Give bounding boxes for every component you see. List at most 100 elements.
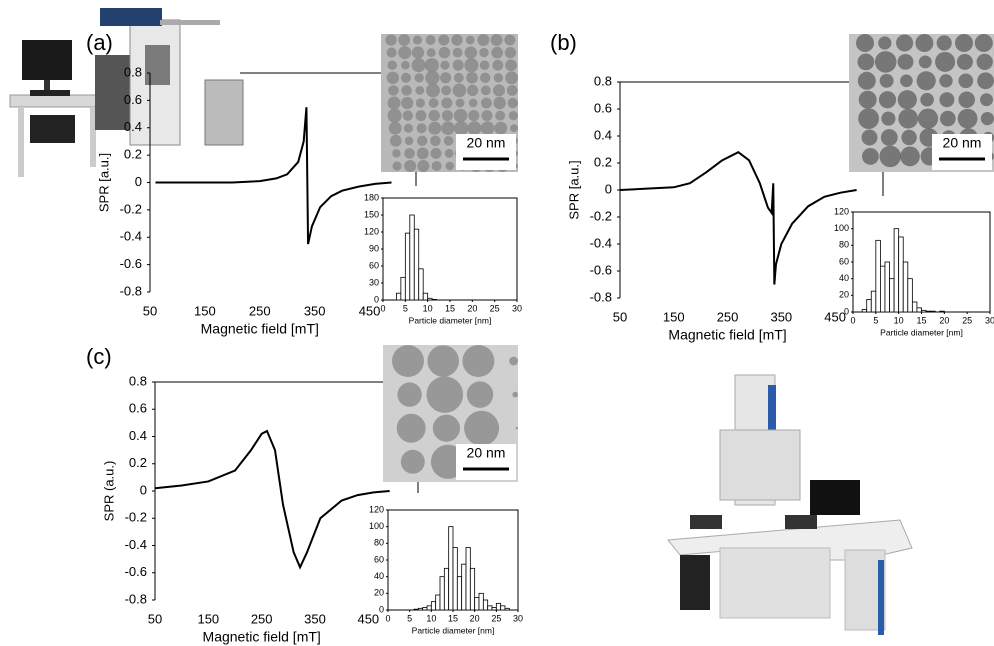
particle (939, 74, 953, 88)
y-tick-label: -0.4 (120, 229, 142, 244)
scale-bar-label: 20 nm (467, 135, 506, 151)
x-tick-label: 250 (249, 303, 271, 318)
x-axis-label: Particle diameter [nm] (409, 315, 492, 325)
bar (925, 310, 932, 313)
particle (880, 129, 898, 146)
scale-bar-box (456, 134, 516, 170)
particle (479, 47, 489, 58)
x-tick-label: 25 (490, 303, 500, 313)
x-tick-label: 10 (426, 613, 436, 623)
bar (907, 278, 913, 313)
particle (477, 34, 490, 46)
particle (493, 73, 504, 83)
particle (404, 160, 417, 172)
particle (858, 108, 879, 129)
y-tick-label: 20 (839, 290, 849, 300)
particle (492, 84, 506, 97)
particle (388, 121, 402, 135)
bar (469, 567, 476, 611)
x-axis-label: Magnetic field [mT] (201, 321, 319, 337)
particle (920, 92, 934, 107)
y-tick-label: -0.6 (125, 564, 147, 579)
y-tick-label: 100 (834, 223, 849, 233)
spr-curve (155, 107, 392, 245)
particle (897, 90, 917, 110)
x-tick-label: 50 (143, 303, 157, 318)
particle (861, 129, 878, 146)
bar (491, 607, 497, 611)
particle (404, 136, 414, 146)
particle (897, 53, 914, 70)
particle (957, 108, 978, 129)
x-tick-label: 150 (197, 611, 219, 626)
bar (930, 310, 936, 313)
particle (425, 35, 436, 45)
particle (874, 51, 897, 73)
y-tick-label: 0.4 (594, 127, 612, 142)
particle (936, 35, 952, 51)
bar (430, 601, 437, 611)
bar (400, 276, 406, 301)
y-tick-label: 150 (364, 209, 379, 219)
bar (474, 597, 480, 611)
y-tick-label: -0.6 (590, 262, 612, 277)
particle (443, 135, 454, 146)
bar (884, 261, 890, 313)
bar (893, 228, 900, 313)
bar (417, 607, 424, 611)
y-tick-label: 120 (834, 206, 849, 216)
particle (974, 34, 993, 52)
spr-curve (154, 429, 390, 570)
particle (412, 35, 422, 45)
particle (415, 110, 427, 122)
particle (441, 121, 455, 135)
particle (398, 46, 412, 60)
particle (465, 35, 475, 45)
particle (512, 391, 518, 398)
x-tick-label: 5 (407, 613, 412, 623)
y-tick-label: 30 (369, 277, 379, 287)
bar (916, 307, 922, 313)
particle (857, 71, 876, 90)
particle (479, 60, 490, 70)
scale-bar-box (932, 134, 992, 170)
particle (509, 356, 518, 366)
particle (976, 53, 993, 71)
bar (418, 268, 424, 301)
particle (492, 59, 504, 71)
y-tick-label: -0.8 (125, 591, 147, 606)
y-tick-label: 180 (364, 192, 379, 202)
y-tick-label: 0.8 (129, 373, 147, 388)
x-tick-label: 20 (467, 303, 477, 313)
y-tick-label: 40 (374, 571, 384, 581)
x-tick-label: 25 (962, 315, 972, 325)
bar (861, 309, 868, 313)
y-tick-label: -0.2 (590, 208, 612, 223)
particle (415, 98, 426, 108)
particle (403, 123, 413, 133)
x-tick-label: 250 (717, 309, 739, 324)
particle (858, 90, 877, 109)
particle (400, 449, 425, 474)
particle (504, 34, 516, 46)
particle (857, 53, 875, 71)
particle (856, 34, 874, 52)
bar (413, 608, 419, 611)
particle (939, 110, 956, 127)
bar (465, 547, 471, 611)
x-tick-label: 30 (985, 315, 994, 325)
particle (426, 83, 440, 98)
bar (448, 526, 454, 611)
bar (504, 607, 510, 611)
particle (389, 134, 402, 147)
particle (431, 161, 442, 171)
particle (440, 72, 452, 84)
particle (411, 46, 425, 59)
particle (980, 112, 994, 126)
particle (426, 376, 464, 413)
particle (504, 46, 517, 59)
y-tick-label: 0.6 (129, 401, 147, 416)
bar (426, 605, 432, 611)
x-tick-label: 0 (385, 613, 390, 623)
